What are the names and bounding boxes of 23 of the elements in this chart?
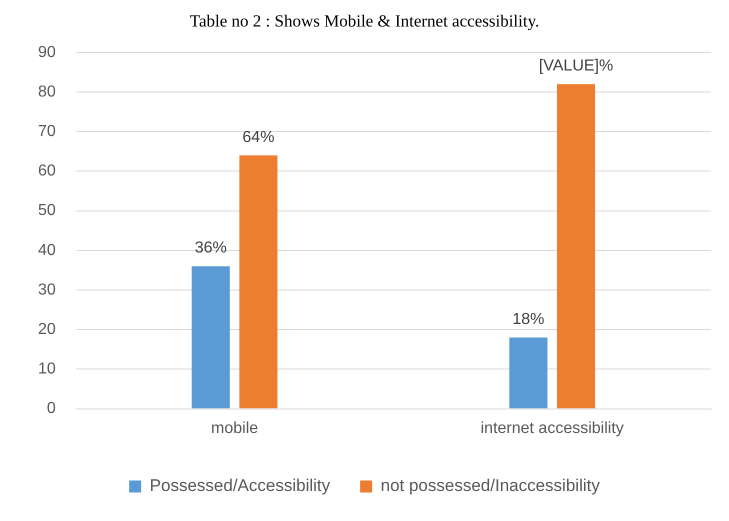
bar [192, 266, 230, 408]
legend-label: not possessed/Inaccessibility [380, 476, 600, 496]
y-tick-label: 70 [38, 123, 56, 140]
bar [509, 338, 548, 408]
y-tick-label: 50 [38, 202, 56, 220]
bar [239, 155, 278, 408]
y-tick-label: 0 [46, 400, 56, 418]
x-tick-label: mobile [211, 420, 258, 437]
y-tick-label: 30 [38, 281, 56, 298]
y-tick-label: 20 [38, 321, 56, 338]
bar [556, 84, 596, 408]
y-tick-label: 90 [38, 44, 56, 61]
data-label: 18% [512, 310, 544, 328]
data-label: 64% [242, 128, 274, 146]
chart-title: Table no 2 : Shows Mobile & Internet accessibility. [190, 12, 540, 31]
y-tick-label: 80 [38, 83, 56, 100]
y-tick-label: 40 [38, 242, 56, 259]
y-tick-label: 10 [38, 360, 56, 378]
data-label: 36% [194, 240, 227, 257]
legend-label: Possessed/Accessibility [150, 476, 331, 496]
x-tick-label: internet accessibility [480, 420, 624, 437]
data-label: [VALUE]% [538, 57, 614, 74]
y-tick-label: 60 [38, 162, 56, 180]
